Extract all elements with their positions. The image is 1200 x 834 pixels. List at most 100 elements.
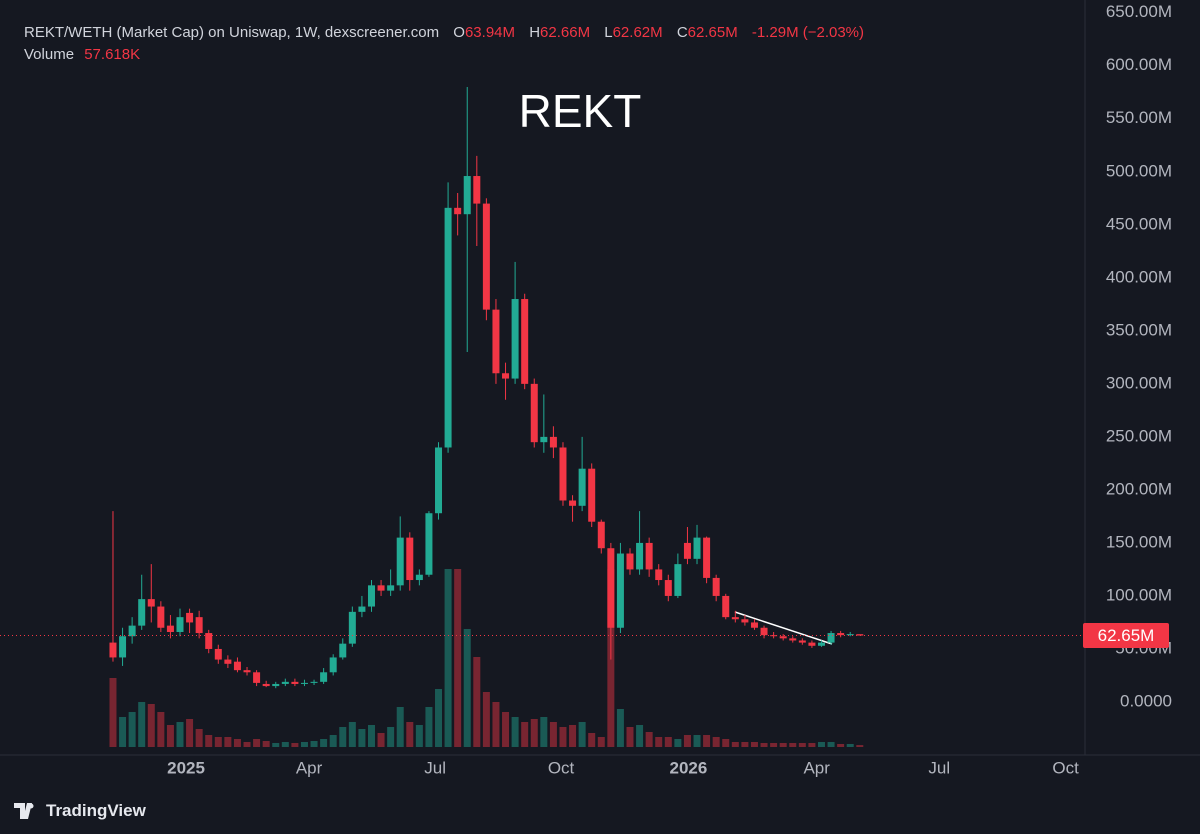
y-tick-label: 400.00M <box>1106 267 1172 286</box>
candle-body <box>741 619 749 623</box>
volume-bar <box>770 743 778 747</box>
volume-bar <box>817 742 825 747</box>
volume-bar <box>530 719 538 747</box>
volume-bar <box>186 719 194 747</box>
candle-body <box>549 436 557 448</box>
candle-body <box>856 634 864 636</box>
candle-body <box>205 633 213 649</box>
candle-body <box>147 599 155 607</box>
volume-bar <box>387 727 395 747</box>
volume-bar <box>655 737 663 747</box>
volume-bar <box>262 741 270 747</box>
volume-bar <box>463 629 471 747</box>
candle-body <box>406 537 414 581</box>
trend-line <box>734 611 833 645</box>
candle-body <box>214 648 222 660</box>
volume-bar <box>281 742 289 747</box>
symbol: REKT/WETH (Market Cap) on Uniswap, 1W, d… <box>24 24 440 41</box>
candle-body <box>262 683 270 687</box>
chart-title: REKT <box>519 85 642 137</box>
candle-body <box>482 203 490 310</box>
candle-body <box>817 642 825 646</box>
volume-bar <box>559 727 567 747</box>
volume-bar <box>511 717 519 747</box>
volume-bar <box>329 735 337 747</box>
y-tick-label: 650.00M <box>1106 2 1172 21</box>
x-tick-label: 2025 <box>167 758 205 777</box>
volume-bar <box>616 709 624 747</box>
candle-body <box>607 548 615 628</box>
candle-body <box>655 569 663 581</box>
candle-body <box>837 633 845 636</box>
candle-body <box>683 542 691 559</box>
volume-bar <box>827 742 835 747</box>
volume-bar <box>722 739 730 747</box>
volume-bar <box>435 689 443 747</box>
volume-bar <box>549 722 557 747</box>
y-tick-label: 250.00M <box>1106 426 1172 445</box>
candle-body <box>320 672 328 682</box>
candle-body <box>367 585 375 607</box>
volume-bar <box>741 742 749 747</box>
x-tick-label: Jul <box>928 758 950 777</box>
candle-body <box>492 309 500 374</box>
candle-body <box>569 500 577 506</box>
volume-bar <box>157 712 165 747</box>
ohlc-value: 62.65M <box>687 24 738 41</box>
volume-bar <box>856 745 864 747</box>
candle-body <box>473 176 481 204</box>
candle-body <box>463 176 471 215</box>
y-tick-label: 100.00M <box>1106 585 1172 604</box>
candle-body <box>722 595 730 618</box>
y-tick-label: 600.00M <box>1106 55 1172 74</box>
volume-bar <box>300 742 308 747</box>
candle-body <box>348 611 356 644</box>
candle-body <box>454 207 462 215</box>
candle-body <box>827 633 835 643</box>
legend-header: REKT/WETH (Market Cap) on Uniswap, 1W, d… <box>24 24 864 41</box>
candle-body <box>779 636 787 639</box>
volume-bar <box>674 739 682 747</box>
y-tick-label: 150.00M <box>1106 532 1172 551</box>
volume-bar <box>195 729 203 747</box>
volume-bar <box>109 678 117 747</box>
volume-bar <box>492 702 500 747</box>
volume-bar <box>712 737 720 747</box>
volume-bar <box>645 732 653 747</box>
volume-bar <box>798 743 806 747</box>
y-tick-label: 200.00M <box>1106 479 1172 498</box>
candle-body <box>559 447 567 501</box>
candle-body <box>138 599 146 626</box>
volume-bar <box>119 717 127 747</box>
x-tick-label: Jul <box>424 758 446 777</box>
volume-value: 57.618K <box>84 46 141 63</box>
volume-bar <box>358 729 366 747</box>
y-tick-label: 300.00M <box>1106 373 1172 392</box>
volume-bar <box>176 722 184 747</box>
volume-bar <box>291 743 299 747</box>
candle-body <box>616 553 624 628</box>
volume-bar <box>367 725 375 747</box>
candle-body <box>119 636 127 658</box>
volume-bar <box>808 743 816 747</box>
volume-bar <box>779 743 787 747</box>
y-tick-label: 0.0000 <box>1120 691 1172 710</box>
volume-bar <box>693 735 701 747</box>
volume-bar <box>224 737 232 747</box>
candle-body <box>636 542 644 570</box>
volume-bar <box>521 722 529 747</box>
volume-bar <box>569 725 577 747</box>
x-tick-label: Oct <box>1052 758 1079 777</box>
volume-bar <box>205 735 213 747</box>
last-price-tag <box>1083 623 1169 649</box>
volume-bar <box>396 707 404 747</box>
candle-body <box>396 537 404 586</box>
volume-bar <box>425 707 433 747</box>
y-tick-label: 450.00M <box>1106 214 1172 233</box>
volume-bar <box>760 743 768 747</box>
candle-body <box>770 635 778 637</box>
candle-body <box>186 612 194 623</box>
volume-bar <box>703 735 711 747</box>
